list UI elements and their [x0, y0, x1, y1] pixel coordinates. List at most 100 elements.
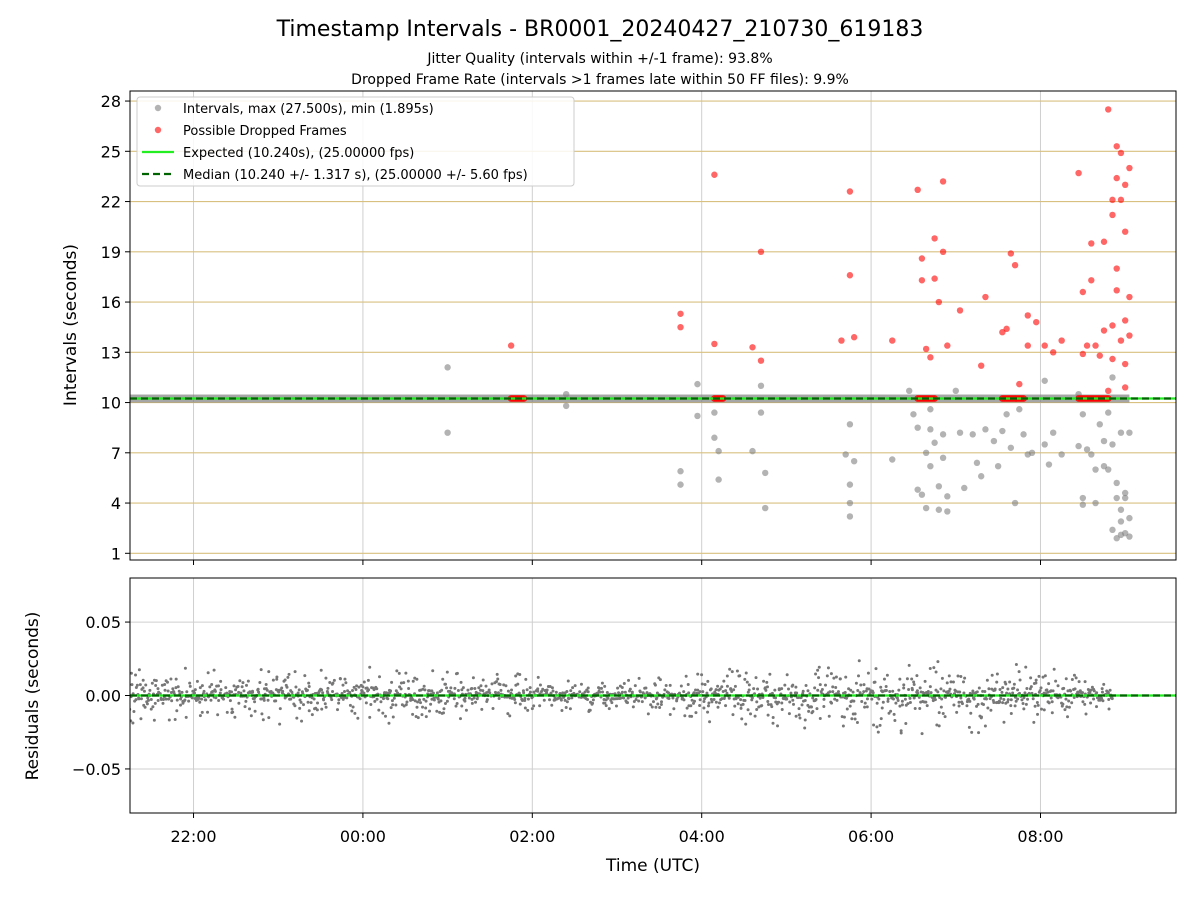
dropped-frame-point: [1096, 352, 1103, 359]
residual-point: [967, 725, 971, 729]
residual-point: [1074, 676, 1078, 680]
residual-point: [1034, 678, 1038, 682]
residual-point: [637, 699, 641, 703]
residual-point: [415, 705, 419, 709]
dropped-frame-point: [931, 275, 938, 282]
interval-point: [914, 424, 921, 431]
residual-point: [149, 697, 153, 701]
residual-point: [1063, 708, 1067, 712]
residual-point: [774, 696, 778, 700]
residual-point: [435, 691, 439, 695]
residual-point: [301, 703, 305, 707]
interval-point: [969, 431, 976, 438]
residual-point: [341, 683, 345, 687]
residual-point: [797, 713, 801, 717]
residual-point: [816, 668, 820, 672]
residual-point: [322, 698, 326, 702]
residual-point: [1020, 698, 1024, 702]
residual-point: [1047, 682, 1051, 686]
residual-point: [192, 691, 196, 695]
residual-point: [187, 699, 191, 703]
residual-point: [1006, 698, 1010, 702]
residual-point: [888, 690, 892, 694]
residual-point: [965, 704, 969, 708]
legend-entry-label: Median (10.240 +/- 1.317 s), (25.00000 +…: [183, 168, 528, 183]
interval-point: [711, 409, 718, 416]
residual-point: [258, 680, 262, 684]
interval-point: [762, 469, 769, 477]
dropped-frame-point: [1117, 337, 1125, 344]
residual-point: [386, 697, 390, 701]
x-tick-label: 06:00: [848, 827, 894, 846]
residual-point: [743, 699, 747, 703]
residual-point: [649, 703, 653, 707]
interval-point: [1028, 449, 1036, 456]
residual-point: [464, 708, 468, 712]
residual-point: [743, 677, 747, 681]
residual-point: [1100, 690, 1104, 694]
residual-point: [1066, 715, 1070, 719]
residual-point: [1051, 689, 1055, 693]
residual-point: [650, 705, 654, 709]
residual-point: [209, 698, 213, 702]
residual-point: [1052, 667, 1056, 671]
residual-point: [366, 678, 370, 682]
residual-point: [916, 691, 920, 695]
residual-point: [320, 707, 324, 711]
residual-point: [831, 690, 835, 694]
interval-point: [990, 437, 998, 445]
dropped-frame-point: [918, 277, 926, 284]
residual-point: [982, 703, 986, 707]
residual-point: [585, 698, 589, 702]
residual-point: [232, 684, 236, 688]
residual-point: [416, 716, 420, 720]
residual-point: [253, 709, 257, 713]
interval-point: [1041, 441, 1048, 448]
residual-point: [206, 671, 210, 675]
residual-point: [591, 701, 595, 705]
residual-point: [722, 679, 726, 683]
residual-point: [307, 709, 311, 713]
residual-point: [139, 697, 143, 701]
residual-point: [936, 660, 940, 664]
residual-point: [663, 688, 667, 692]
residual-point: [622, 696, 626, 700]
interval-point: [749, 447, 756, 455]
residual-point: [510, 688, 514, 692]
residual-point: [287, 672, 291, 676]
residual-point: [791, 683, 795, 687]
residual-point: [987, 687, 991, 691]
residual-point: [605, 690, 609, 694]
residual-point: [708, 720, 712, 724]
residual-point: [379, 700, 383, 704]
dropped-frame-point: [711, 171, 718, 178]
residual-point: [151, 705, 155, 709]
residual-point: [749, 712, 753, 716]
residual-point: [139, 717, 143, 721]
residual-point: [494, 680, 498, 684]
residual-point: [724, 704, 728, 708]
dropped-frame-point: [1113, 265, 1120, 272]
interval-point: [922, 504, 930, 512]
residual-point: [1073, 687, 1077, 691]
residual-point: [1009, 698, 1013, 702]
dropped-frame-point: [914, 186, 921, 194]
residual-point: [889, 709, 893, 713]
dropped-frame-point: [939, 178, 947, 185]
x-tick-label: 22:00: [170, 827, 216, 846]
residual-point: [886, 699, 890, 703]
residual-point: [1038, 689, 1042, 693]
residual-point: [550, 703, 554, 707]
residual-point: [796, 696, 800, 700]
residual-point: [698, 690, 702, 694]
residual-point: [811, 696, 815, 700]
residual-point: [857, 674, 861, 678]
residual-point: [826, 666, 830, 670]
residual-point: [937, 711, 941, 715]
residual-point: [990, 673, 994, 677]
residual-point: [180, 690, 184, 694]
residual-point: [1072, 696, 1076, 700]
residual-point: [875, 725, 879, 729]
dropped-frame-point: [1109, 322, 1116, 329]
residual-point: [369, 702, 373, 706]
